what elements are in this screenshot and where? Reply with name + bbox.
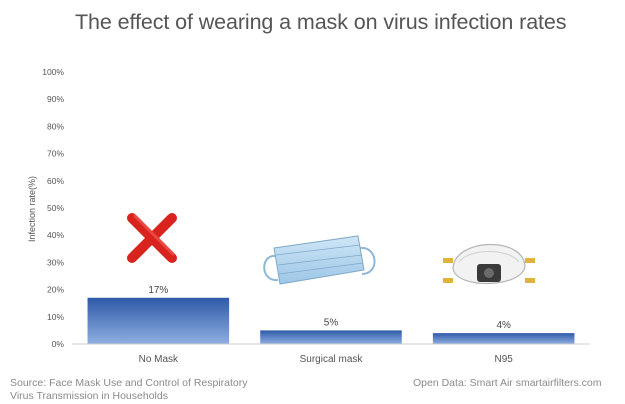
y-tick-label: 10% (47, 312, 64, 322)
category-label: N95 (494, 354, 513, 365)
bar (260, 330, 402, 344)
data-label: 4% (496, 320, 511, 331)
y-tick-label: 40% (47, 230, 64, 240)
y-tick-label: 70% (47, 149, 64, 159)
source-note: Source: Face Mask Use and Control of Res… (10, 377, 248, 402)
data-label: 17% (148, 285, 168, 296)
y-tick-label: 60% (47, 176, 64, 186)
y-tick-label: 80% (47, 121, 64, 131)
data-label: 5% (324, 317, 339, 328)
category-labels: No Mask Surgical mask N95 (139, 354, 514, 365)
n95-respirator-icon (443, 243, 535, 285)
y-tick-label: 90% (47, 94, 64, 104)
red-x-icon (127, 213, 177, 263)
y-tick-label: 20% (47, 285, 64, 295)
y-tick-label: 30% (47, 257, 64, 267)
y-axis-label: Infection rate(%) (27, 176, 37, 242)
surgical-mask-icon (263, 235, 376, 285)
category-label: No Mask (139, 354, 179, 365)
y-tick-label: 100% (42, 67, 64, 77)
credit-note: Open Data: Smart Air smartairfilters.com (413, 377, 602, 389)
y-tick-label: 50% (47, 203, 64, 213)
chart-title: The effect of wearing a mask on virus in… (75, 10, 567, 34)
y-tick-label: 0% (52, 339, 65, 349)
bar (432, 333, 575, 344)
y-axis: 0% 10% 20% 30% 40% 50% 60% 70% 80% 90% 100% (42, 67, 64, 349)
category-label: Surgical mask (300, 354, 364, 365)
bars: 17% 5% 4% (87, 285, 575, 344)
bar (87, 297, 230, 344)
